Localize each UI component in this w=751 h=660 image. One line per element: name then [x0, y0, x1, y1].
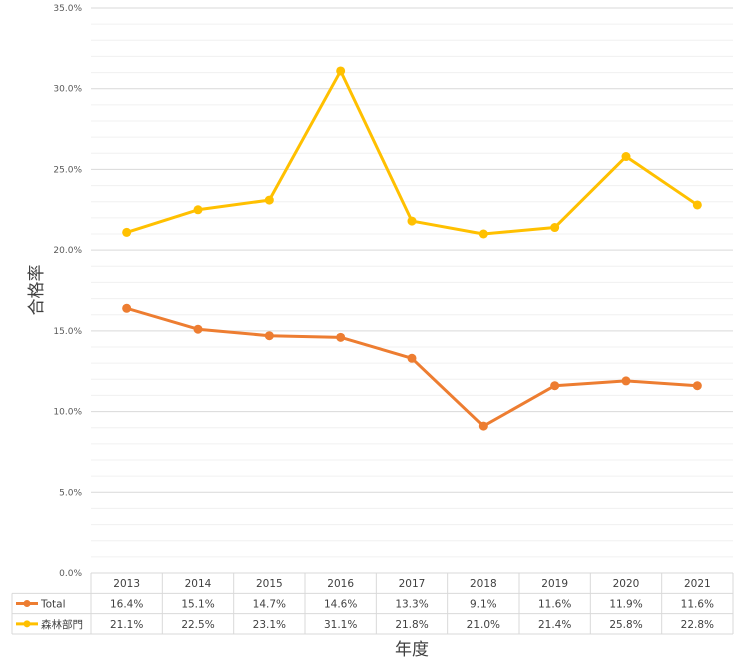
data-table-value: 25.8%	[609, 619, 642, 631]
y-tick-label: 25.0%	[53, 165, 82, 175]
data-point	[264, 331, 274, 341]
x-category-label: 2021	[684, 578, 711, 590]
data-point	[336, 332, 346, 342]
data-table-value: 22.5%	[181, 619, 214, 631]
data-point	[336, 66, 346, 76]
series-line-1	[125, 69, 699, 236]
x-category-label: 2014	[185, 578, 212, 590]
x-category-label: 2020	[613, 578, 640, 590]
y-tick-label: 10.0%	[53, 408, 82, 418]
y-tick-label: 5.0%	[59, 488, 82, 498]
data-table-value: 21.4%	[538, 619, 571, 631]
data-point	[621, 376, 631, 386]
x-category-label: 2019	[541, 578, 568, 590]
data-point	[621, 152, 631, 162]
legend-series-name: Total	[40, 599, 66, 611]
y-tick-label: 35.0%	[53, 4, 82, 14]
series-lines	[122, 66, 702, 431]
data-table-value: 15.1%	[181, 599, 214, 611]
data-table: 2013 2014 2015 2016 2017 2018 2019 2020 2021 Tota…	[11, 572, 734, 635]
y-tick-label: 30.0%	[53, 85, 82, 95]
legend-key-marker	[23, 620, 31, 628]
x-category-label: 2015	[256, 578, 283, 590]
y-tick-label: 20.0%	[53, 246, 82, 256]
data-table-value: 21.0%	[467, 619, 500, 631]
data-table-value: 11.6%	[538, 599, 571, 611]
data-table-value: 14.6%	[324, 599, 357, 611]
y-tick-label: 15.0%	[53, 327, 82, 337]
gridlines	[91, 7, 733, 574]
data-point	[264, 195, 274, 205]
legend-series-name: 森林部門	[41, 618, 83, 631]
data-table-value: 22.8%	[681, 619, 714, 631]
data-table-value: 14.7%	[253, 599, 286, 611]
y-axis-title: 合格率	[27, 265, 47, 316]
data-point	[407, 353, 417, 363]
x-category-label: 2018	[470, 578, 497, 590]
x-category-label: 2017	[399, 578, 426, 590]
data-point	[478, 421, 488, 431]
y-tick-label: 0.0%	[59, 569, 82, 579]
data-point	[193, 205, 203, 215]
data-point	[122, 227, 132, 237]
x-category-label: 2016	[327, 578, 354, 590]
series-line-0	[125, 306, 699, 428]
data-table-value: 21.8%	[395, 619, 428, 631]
data-table-value: 23.1%	[253, 619, 286, 631]
y-axis-ticks: 0.0% 5.0% 10.0% 15.0% 20.0% 25.0% 30.0% 35.0%	[53, 4, 82, 579]
data-table-value: 11.9%	[609, 599, 642, 611]
data-table-value: 16.4%	[110, 599, 143, 611]
data-point	[692, 200, 702, 210]
data-point	[692, 381, 702, 391]
data-table-value: 21.1%	[110, 619, 143, 631]
data-table-value: 11.6%	[681, 599, 714, 611]
x-category-label: 2013	[113, 578, 140, 590]
data-point	[550, 223, 560, 233]
data-table-value: 31.1%	[324, 619, 357, 631]
data-table-value: 13.3%	[395, 599, 428, 611]
x-axis-title: 年度	[395, 640, 429, 660]
data-point	[407, 216, 417, 226]
data-table-value: 9.1%	[470, 599, 497, 611]
data-point	[193, 324, 203, 334]
legend-key-marker	[23, 600, 31, 607]
data-point	[550, 381, 560, 391]
data-point	[122, 303, 132, 313]
data-point	[478, 229, 488, 239]
